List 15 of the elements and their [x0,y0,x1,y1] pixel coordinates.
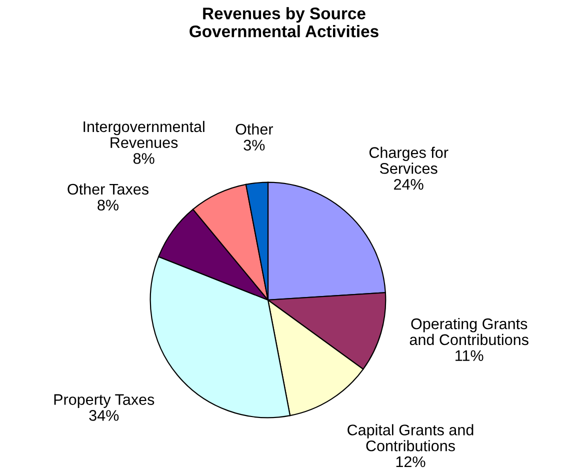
slice-label: Capital Grants and Contributions [348,424,474,452]
data-label: 11% [456,350,484,361]
slice-label: Other Taxes [68,183,148,195]
data-label: 24% [394,178,424,190]
data-label: 3% [244,140,265,151]
slice-label: Property Taxes [54,394,154,408]
data-label: 12% [396,456,426,468]
slice-label: Intergovernmental Revenues [84,120,204,148]
data-label: 8% [98,200,118,211]
data-label: 8% [133,153,154,164]
slice-label: Other [236,123,274,135]
chart-title: Revenues by Source Governmental Activities [190,7,378,38]
slice-label: Charges for Services [369,146,448,174]
data-label: 34% [89,410,119,421]
slice-label: Operating Grants and Contributions [410,318,528,346]
